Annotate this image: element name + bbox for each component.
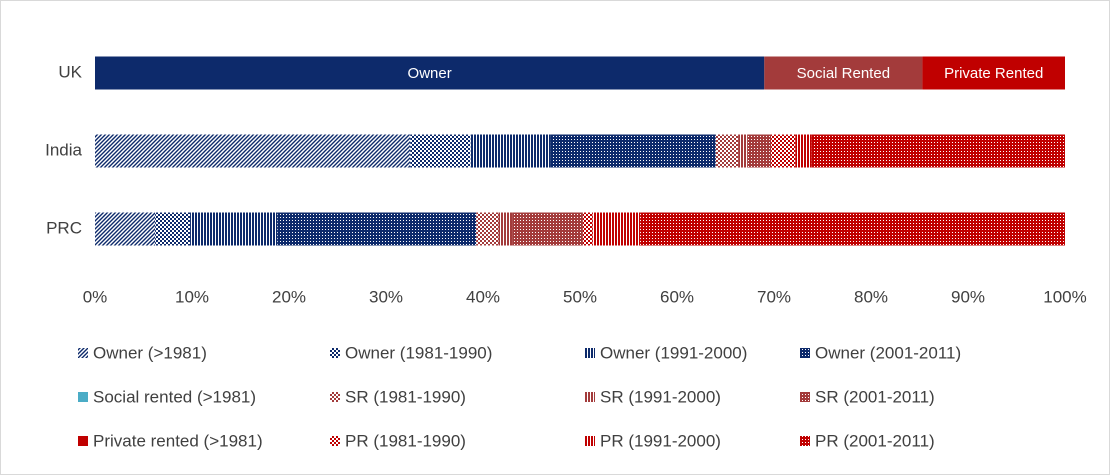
bar-segment	[795, 134, 812, 168]
bar-segment	[811, 134, 1065, 168]
bar-segment	[550, 134, 716, 168]
legend-label: Owner (>1981)	[93, 343, 207, 362]
legend-label: SR (2001-2011)	[815, 387, 935, 406]
bar-segment	[922, 56, 1065, 90]
x-tick-label: 10%	[175, 287, 209, 306]
bar-segment	[95, 134, 411, 168]
bar-segment	[155, 212, 191, 246]
legend-label: SR (1981-1990)	[345, 387, 466, 406]
legend-label: PR (1991-2000)	[600, 431, 721, 450]
bar-label: Social Rented	[797, 65, 890, 82]
bar-segment	[747, 134, 772, 168]
x-tick-label: 30%	[369, 287, 403, 306]
x-tick-label: 100%	[1043, 287, 1086, 306]
bar-segment	[95, 212, 156, 246]
legend-swatch	[800, 436, 810, 446]
bar-segment	[277, 212, 477, 246]
bar-segment	[592, 212, 641, 246]
legend-swatch	[585, 436, 595, 446]
bar-label: Private Rented	[944, 65, 1043, 82]
legend-swatch	[330, 392, 340, 402]
bar-segment	[640, 212, 1065, 246]
bar-segment	[95, 56, 765, 90]
x-tick-label: 40%	[466, 287, 500, 306]
x-tick-label: 70%	[757, 287, 791, 306]
bar-segment	[715, 134, 739, 168]
x-tick-label: 20%	[272, 287, 306, 306]
legend-label: SR (1991-2000)	[600, 387, 721, 406]
bar-segment	[470, 134, 551, 168]
legend-swatch	[78, 348, 88, 358]
legend-swatch	[330, 348, 340, 358]
legend-label: Private rented (>1981)	[93, 431, 263, 450]
legend-label: Owner (1981-1990)	[345, 343, 492, 362]
legend-swatch	[800, 392, 810, 402]
bar-segment	[410, 134, 471, 168]
bar-segment	[764, 56, 923, 90]
y-tick-label: UK	[58, 62, 82, 81]
bar-segment	[190, 212, 278, 246]
y-tick-label: India	[45, 140, 82, 159]
legend-swatch	[585, 392, 595, 402]
legend-swatch	[800, 348, 810, 358]
y-tick-label: PRC	[46, 218, 82, 237]
x-tick-label: 80%	[854, 287, 888, 306]
bar-segment	[498, 212, 513, 246]
x-tick-label: 60%	[660, 287, 694, 306]
x-tick-label: 0%	[83, 287, 108, 306]
bar-segment	[476, 212, 499, 246]
bar-segment	[582, 212, 593, 246]
legend-swatch	[78, 392, 88, 402]
legend-label: Social rented (>1981)	[93, 387, 256, 406]
legend-swatch	[585, 348, 595, 358]
legend-swatch	[78, 436, 88, 446]
x-tick-label: 50%	[563, 287, 597, 306]
legend-label: Owner (1991-2000)	[600, 343, 747, 362]
bar-segment	[771, 134, 796, 168]
legend-label: PR (2001-2011)	[815, 431, 935, 450]
bar-segment	[512, 212, 583, 246]
bar-label: Owner	[408, 65, 452, 82]
legend-swatch	[330, 436, 340, 446]
legend-label: Owner (2001-2011)	[815, 343, 961, 362]
x-tick-label: 90%	[951, 287, 985, 306]
legend-label: PR (1981-1990)	[345, 431, 466, 450]
bar-segment	[738, 134, 748, 168]
